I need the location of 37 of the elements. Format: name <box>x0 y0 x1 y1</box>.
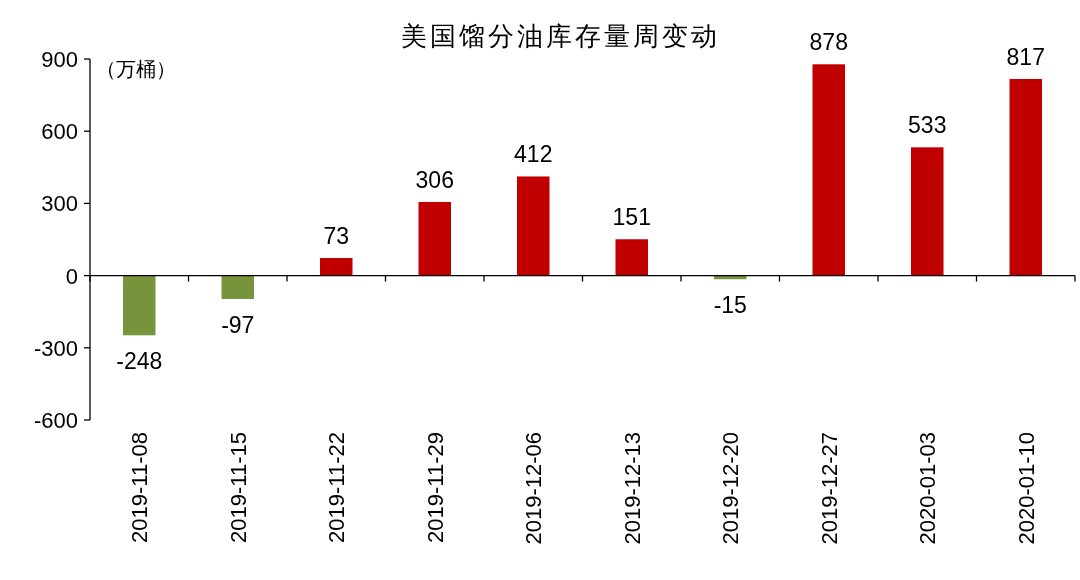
y-tick-label: -300 <box>33 335 78 361</box>
x-tick-label: 2019-11-15 <box>225 432 251 543</box>
bar <box>320 258 353 276</box>
bar <box>812 64 845 276</box>
chart-title: 美国馏分油库存量周变动 <box>400 22 720 51</box>
bar <box>418 201 451 276</box>
x-tick-label: 2019-12-06 <box>521 432 547 545</box>
bar <box>123 275 156 336</box>
x-tick-label: 2019-12-13 <box>619 432 645 545</box>
y-tick-label: -600 <box>33 408 78 433</box>
y-axis-title: （万桶） <box>96 58 176 80</box>
bar <box>911 147 944 276</box>
data-label: 817 <box>1006 43 1045 70</box>
x-tick-label: 2019-11-29 <box>422 432 448 543</box>
bar <box>517 176 550 276</box>
x-tick-label: 2019-11-22 <box>324 432 350 543</box>
x-tick-label: 2020-01-10 <box>1013 432 1039 545</box>
y-tick-label: 0 <box>65 263 78 289</box>
data-label: -248 <box>116 348 163 375</box>
data-label: 412 <box>514 141 553 168</box>
bar <box>221 275 254 299</box>
x-tick-label: 2020-01-03 <box>915 432 941 545</box>
x-tick-label: 2019-12-20 <box>718 432 744 545</box>
bar <box>615 239 648 276</box>
bar <box>1009 78 1043 276</box>
data-label: 151 <box>612 204 651 231</box>
data-label: 533 <box>908 112 947 139</box>
y-tick-label: 600 <box>41 119 78 145</box>
y-tick-label: 300 <box>41 191 78 217</box>
x-tick-label: 2019-12-27 <box>816 432 842 545</box>
data-label: -97 <box>221 311 255 338</box>
y-tick-label: 900 <box>41 47 78 72</box>
data-label: 73 <box>323 223 350 250</box>
data-label: 306 <box>415 166 454 193</box>
data-label: 878 <box>809 29 848 56</box>
data-label: -15 <box>713 292 747 319</box>
x-tick-label: 2019-11-08 <box>127 432 153 543</box>
